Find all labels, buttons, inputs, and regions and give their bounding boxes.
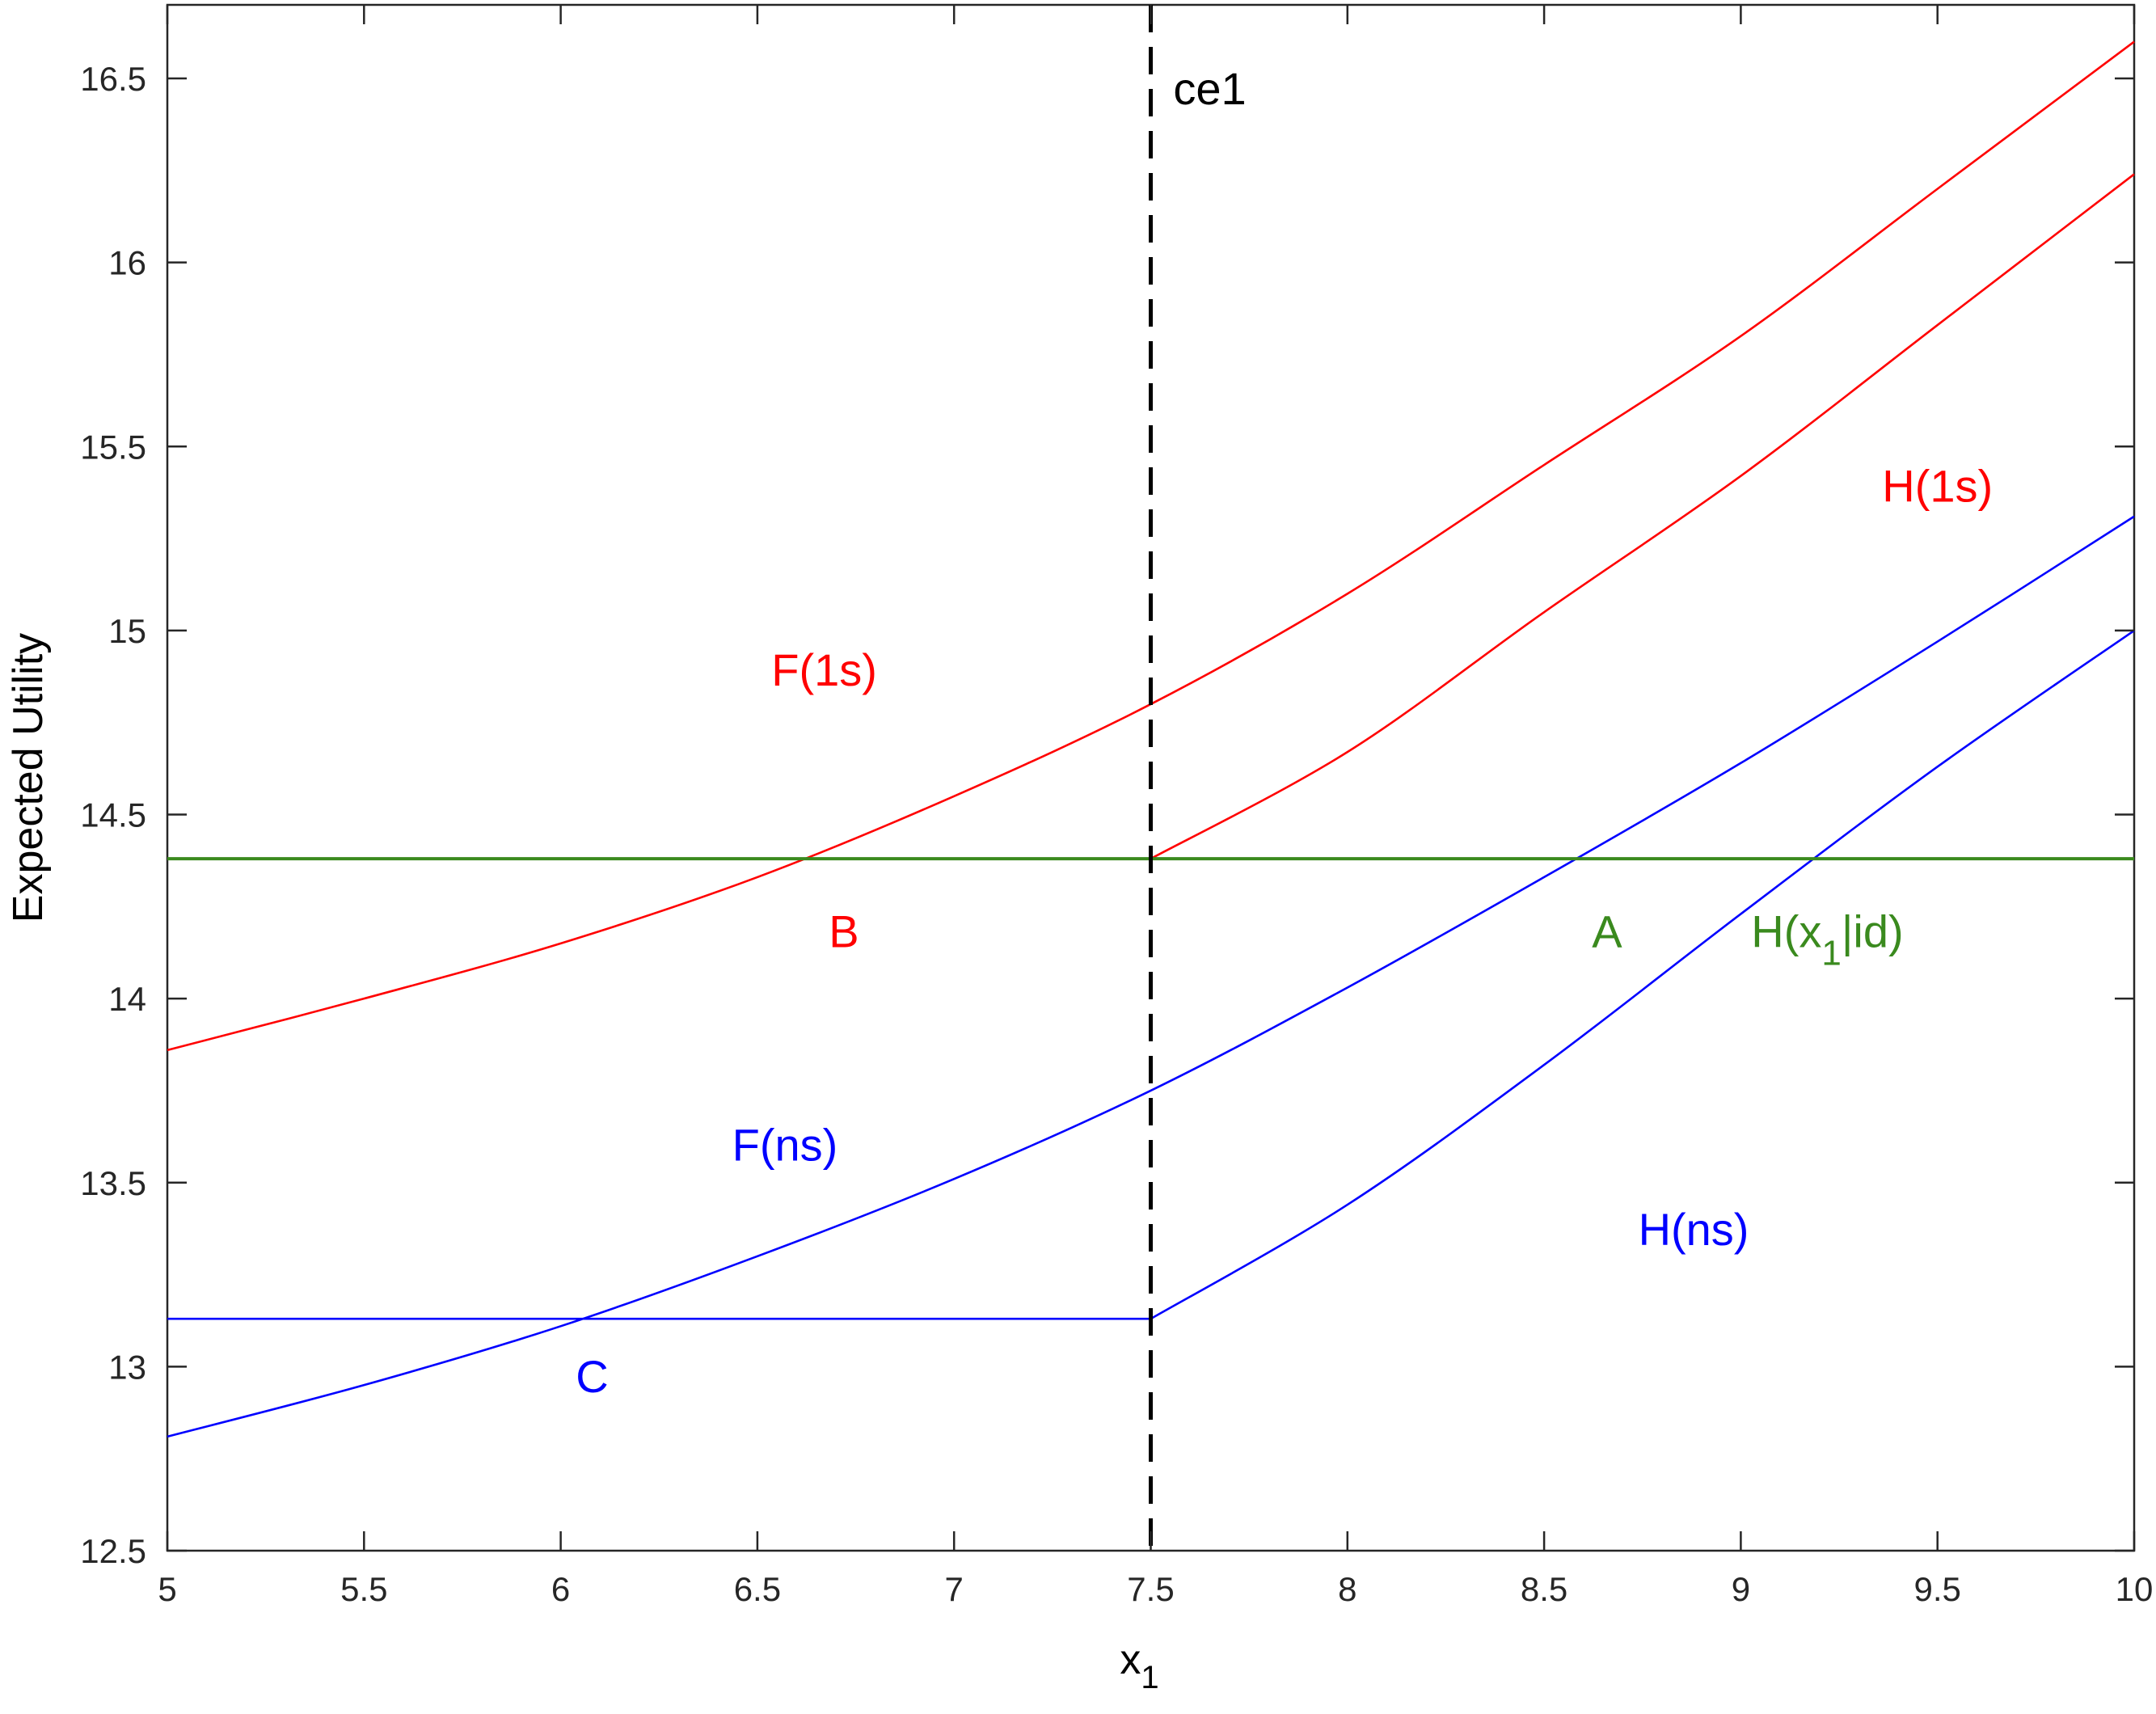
annotations: ce1 F(1s) H(1s) B A F(ns) H(ns) C H(x1|id) bbox=[576, 63, 1993, 1402]
x-tick-label: 6.5 bbox=[734, 1570, 781, 1608]
x-tick-label: 5 bbox=[158, 1570, 176, 1608]
x-axis-label-main: x bbox=[1120, 1636, 1141, 1683]
annotation-Fns: F(ns) bbox=[732, 1119, 838, 1170]
x-tick-label: 6 bbox=[551, 1570, 570, 1608]
annotation-Hx1id: H(x1|id) bbox=[1751, 906, 1903, 973]
x-tick-label: 8.5 bbox=[1521, 1570, 1567, 1608]
x-tick-label: 10 bbox=[2116, 1570, 2154, 1608]
x-tick-label: 9 bbox=[1732, 1570, 1750, 1608]
annotation-H1s: H(1s) bbox=[1882, 461, 1993, 512]
annotation-B: B bbox=[829, 906, 859, 956]
y-tick-label: 15 bbox=[108, 612, 146, 650]
series-line-F1s bbox=[167, 40, 2135, 1052]
y-tick-label: 14.5 bbox=[80, 796, 146, 834]
x-tick-label: 7 bbox=[945, 1570, 964, 1608]
y-tick-label: 16 bbox=[108, 244, 146, 282]
annotation-A: A bbox=[1592, 906, 1622, 956]
series-line-Fns bbox=[167, 515, 2135, 1438]
annotation-ce1: ce1 bbox=[1173, 63, 1246, 114]
x-tick-label: 8 bbox=[1338, 1570, 1356, 1608]
y-tick-label: 16.5 bbox=[80, 60, 146, 98]
y-tick-label: 12.5 bbox=[80, 1532, 146, 1570]
x-tick-label: 7.5 bbox=[1127, 1570, 1174, 1608]
annotation-Hns: H(ns) bbox=[1639, 1204, 1749, 1255]
series-line-H1s bbox=[1150, 173, 2135, 860]
annotation-C: C bbox=[576, 1351, 608, 1402]
annotation-F1s: F(1s) bbox=[771, 644, 877, 695]
x-tick-label: 5.5 bbox=[340, 1570, 387, 1608]
axis-ticks: 5 5.5 6 6.5 7 7.5 8 8.5 9 9.5 10 12.5 13 13.5 14 14.5 15… bbox=[80, 5, 2153, 1608]
series-line-Hns bbox=[1150, 629, 2135, 1320]
x-axis-label: x1 bbox=[1120, 1636, 1158, 1695]
y-tick-label: 14 bbox=[108, 980, 146, 1018]
y-tick-label: 13 bbox=[108, 1348, 146, 1386]
y-axis-label: Expected Utility bbox=[5, 633, 52, 922]
x-axis-label-subscript: 1 bbox=[1141, 1660, 1158, 1695]
series-layer bbox=[167, 5, 2135, 1551]
y-tick-label: 13.5 bbox=[80, 1164, 146, 1202]
x-tick-label: 9.5 bbox=[1914, 1570, 1961, 1608]
y-tick-label: 15.5 bbox=[80, 428, 146, 466]
